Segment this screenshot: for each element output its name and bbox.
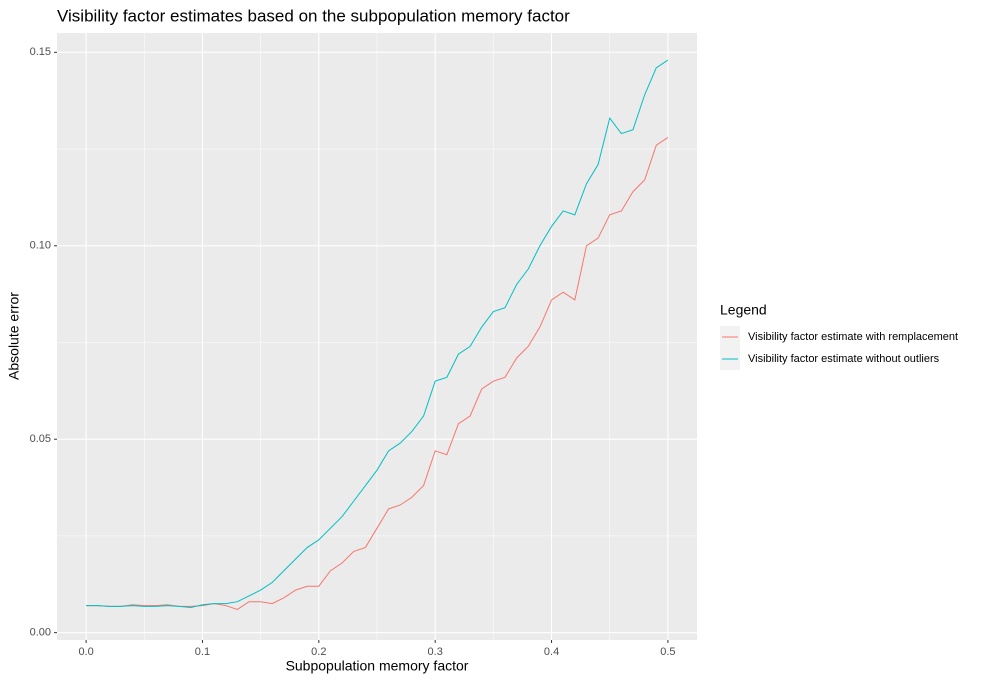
y-tick-label: 0.15 bbox=[30, 46, 51, 58]
x-tick-label: 0.5 bbox=[660, 646, 675, 658]
x-tick-label: 0.4 bbox=[544, 646, 559, 658]
x-tick-label: 0.1 bbox=[195, 646, 210, 658]
x-axis-label: Subpopulation memory factor bbox=[286, 658, 469, 674]
y-tick-label: 0.05 bbox=[30, 433, 51, 445]
legend-label: Visibility factor estimate without outli… bbox=[748, 353, 940, 365]
x-tick-label: 0.2 bbox=[311, 646, 326, 658]
chart-title: Visibility factor estimates based on the… bbox=[57, 6, 570, 25]
legend-title: Legend bbox=[720, 302, 767, 318]
y-tick-label: 0.00 bbox=[30, 627, 51, 639]
y-tick-label: 0.10 bbox=[30, 240, 51, 252]
x-tick-label: 0.3 bbox=[428, 646, 443, 658]
y-axis-label: Absolute error bbox=[6, 292, 22, 380]
x-tick-label: 0.0 bbox=[78, 646, 93, 658]
series-line bbox=[86, 59, 669, 609]
legend-label: Visibility factor estimate with remplace… bbox=[748, 331, 958, 343]
